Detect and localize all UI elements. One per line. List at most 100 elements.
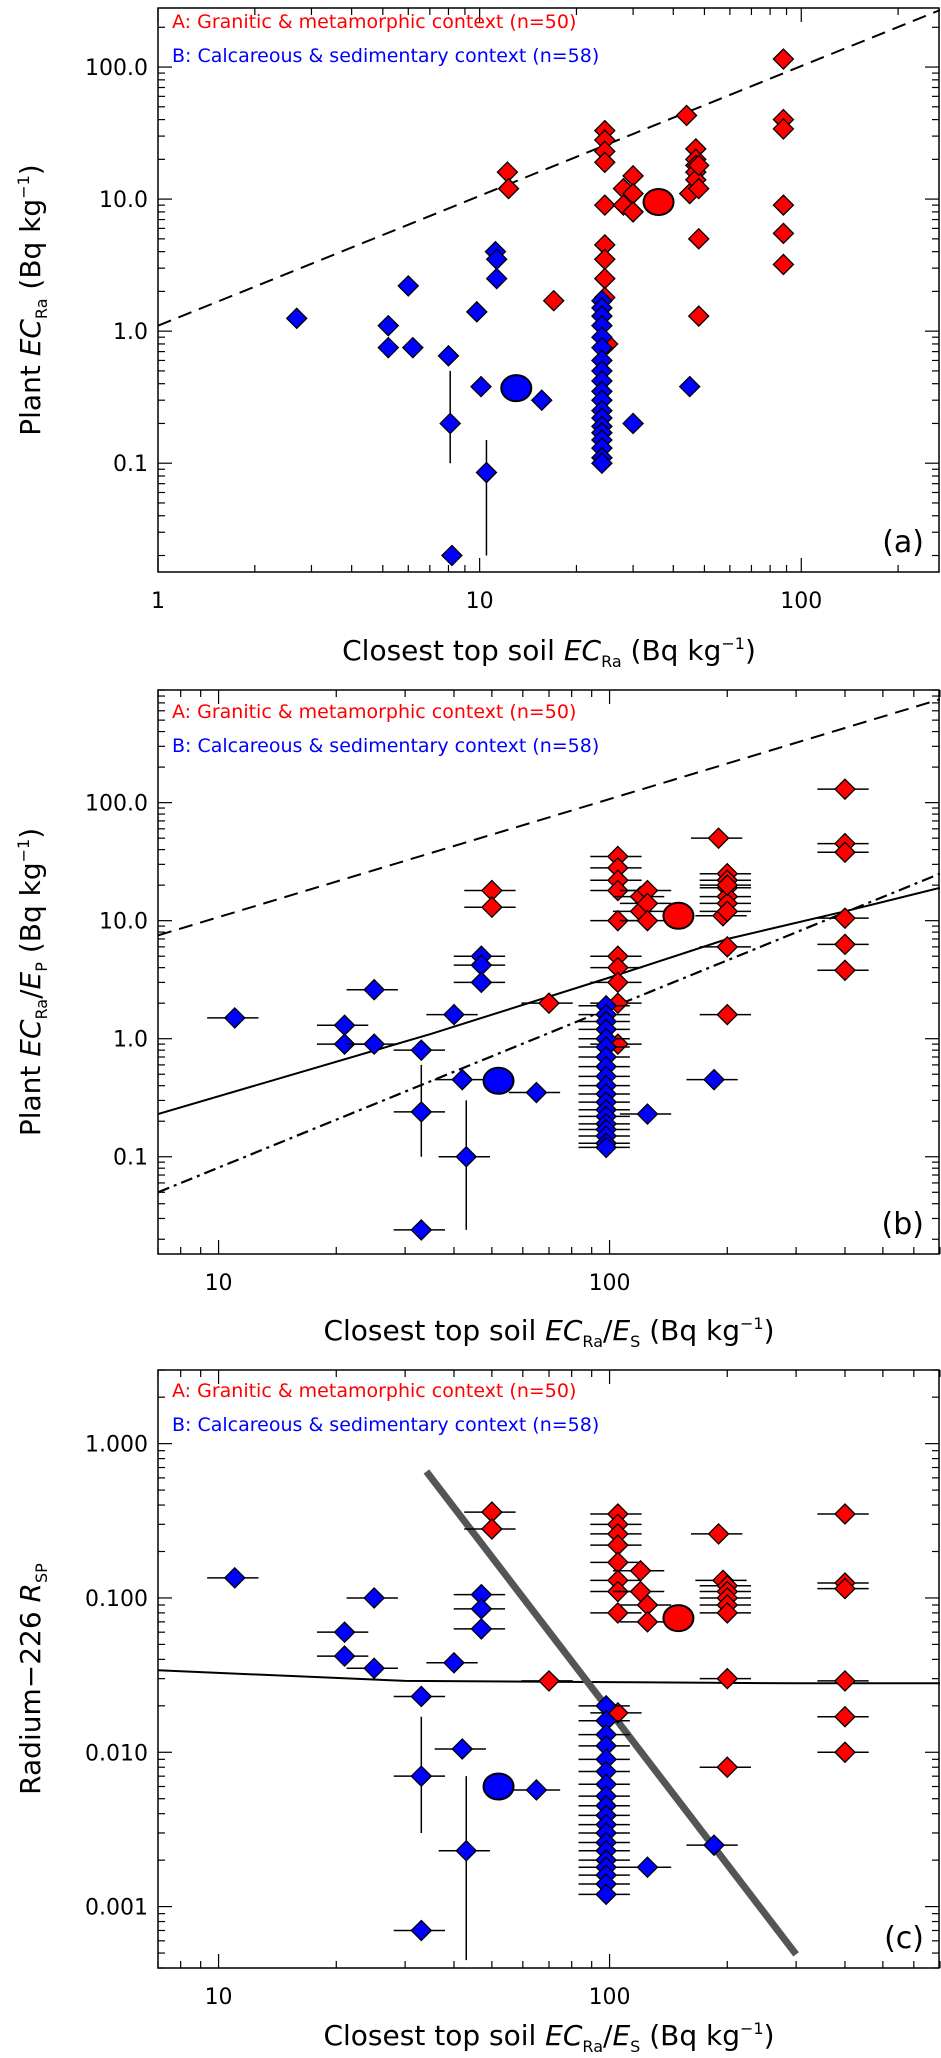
data-point <box>716 1601 739 1624</box>
data-point <box>834 1705 856 1728</box>
line-dashdot <box>158 872 940 1194</box>
data-point <box>636 1610 659 1633</box>
data-point <box>451 1068 474 1091</box>
data-point <box>223 1007 246 1029</box>
y-tick-label: 0.1 <box>113 452 148 477</box>
x-axis-title: Closest top soil ECRa/ES (Bq kg−1) <box>323 2019 774 2056</box>
data-point <box>542 289 565 312</box>
panel-b: 10 100 0.1 1.0 10.0 100.0 A: Granitic & metamo… <box>85 689 941 1296</box>
data-point <box>834 1741 856 1764</box>
y-tick-label: 0.010 <box>85 1741 148 1766</box>
data-point <box>410 1685 433 1708</box>
data-point <box>606 1551 629 1574</box>
data-point <box>687 305 710 328</box>
data-point <box>401 336 424 359</box>
y-tick-label: 0.100 <box>85 1587 148 1612</box>
line-dashed <box>158 9 940 327</box>
data-point <box>443 1651 465 1674</box>
data-point <box>475 461 498 484</box>
plot-area <box>158 1469 940 1961</box>
data-point <box>470 1597 493 1620</box>
series-granitic <box>464 778 869 1056</box>
data-point <box>716 935 739 958</box>
data-point <box>465 300 488 323</box>
panel-label: (b) <box>882 1207 924 1242</box>
legend-calcareous: B: Calcareous & sedimentary context (n=5… <box>172 1414 599 1436</box>
data-point <box>703 1834 725 1857</box>
data-point <box>410 1100 433 1123</box>
plot-frame <box>157 7 940 573</box>
data-point <box>593 151 616 174</box>
legend-calcareous: B: Calcareous & sedimentary context (n=5… <box>172 735 599 757</box>
x-axis-title: Closest top soil ECRa (Bq kg−1) <box>342 634 756 671</box>
data-point <box>595 1136 618 1159</box>
data-point <box>593 194 616 217</box>
x-tick-label: 10 <box>205 1985 233 2010</box>
mean-marker <box>642 188 675 217</box>
y-tick-label: 1.0 <box>113 1028 148 1053</box>
data-point <box>410 1039 433 1062</box>
y-tick-label: 10.0 <box>99 910 148 935</box>
y-axis-title: Plant ECRa (Bq kg−1) <box>14 164 51 436</box>
data-point <box>622 200 645 223</box>
data-point <box>593 248 616 271</box>
data-point <box>333 1645 356 1668</box>
data-point <box>834 959 856 982</box>
data-point <box>707 1522 730 1545</box>
data-point <box>636 1856 659 1879</box>
y-tick-label: 0.1 <box>113 1146 148 1171</box>
data-point <box>606 1601 629 1624</box>
y-tick-label: 0.001 <box>85 1896 148 1921</box>
data-point <box>538 1669 560 1692</box>
data-point <box>333 1621 356 1644</box>
line-solid <box>158 886 940 1116</box>
data-point <box>223 1566 246 1589</box>
mean-marker <box>482 1772 515 1801</box>
y-axis-title: Plant ECRa/EP (Bq kg−1) <box>14 828 51 1136</box>
data-point <box>363 1587 386 1609</box>
data-point <box>485 267 508 290</box>
data-point <box>470 971 493 994</box>
data-point <box>593 267 616 290</box>
data-point <box>687 227 710 250</box>
plot-area <box>158 9 940 567</box>
data-point <box>590 452 613 475</box>
data-point <box>455 1145 478 1168</box>
data-point <box>606 879 629 902</box>
series-calcareous <box>285 240 701 567</box>
mean-marker <box>662 1604 695 1633</box>
data-point <box>834 907 856 930</box>
data-point <box>410 1218 433 1241</box>
data-point <box>525 1081 548 1104</box>
series-granitic <box>464 1501 869 1779</box>
data-point <box>678 375 701 398</box>
data-point <box>716 1756 739 1779</box>
data-point <box>716 874 739 897</box>
data-point <box>410 1919 433 1942</box>
data-point <box>377 314 400 337</box>
data-point <box>834 778 856 801</box>
x-tick-label: 1 <box>151 589 165 614</box>
data-point <box>451 1738 474 1760</box>
data-point <box>675 104 698 127</box>
data-point <box>363 1033 386 1056</box>
data-point <box>834 1503 856 1525</box>
data-point <box>443 1003 465 1026</box>
panel-c: 10 100 0.001 0.010 0.100 1.000 A: Granitic & m… <box>85 1369 941 2010</box>
x-tick-label: 100 <box>780 589 822 614</box>
x-tick-label: 10 <box>205 1271 233 1296</box>
data-point <box>834 841 856 864</box>
data-point <box>595 1883 618 1906</box>
series-calcareous <box>207 1566 738 1961</box>
data-point <box>497 177 520 200</box>
data-point <box>397 275 420 297</box>
data-point <box>636 909 659 932</box>
mean-marker <box>662 901 695 930</box>
line-dashed <box>158 698 940 937</box>
panel-label: (a) <box>882 525 924 560</box>
data-point <box>703 1068 725 1091</box>
y-tick-label: 100.0 <box>85 792 148 817</box>
data-point <box>772 222 795 245</box>
series-calcareous <box>207 945 738 1241</box>
